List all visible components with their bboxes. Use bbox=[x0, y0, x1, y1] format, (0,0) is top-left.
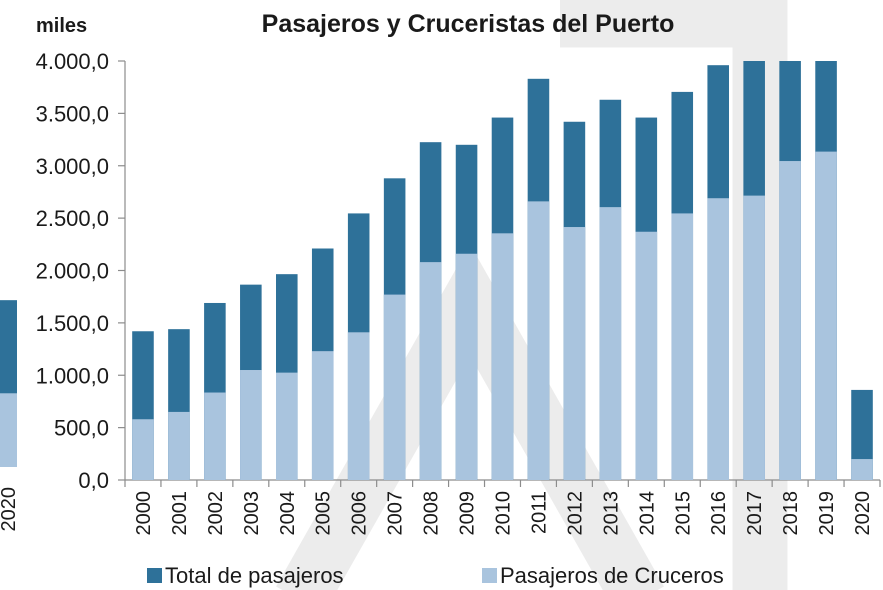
bar-total-2020 bbox=[851, 389, 873, 480]
bar-cruceros-2006 bbox=[347, 332, 370, 480]
bar-cruceros-2007 bbox=[383, 294, 406, 480]
bar-cruceros-2010 bbox=[491, 233, 514, 480]
x-tick-label: 2018 bbox=[780, 491, 802, 536]
x-tick-label: 2013 bbox=[600, 491, 622, 536]
bar-cruceros-2017 bbox=[743, 195, 765, 480]
chart-title: Pasajeros y Cruceristas del Puerto bbox=[262, 10, 675, 38]
x-tick-label: 2007 bbox=[385, 491, 407, 536]
partial-bar-cruceros bbox=[0, 393, 17, 467]
x-tick-label: 2015 bbox=[672, 491, 694, 536]
x-tick-label: 2011 bbox=[528, 491, 550, 534]
legend-swatch bbox=[147, 568, 162, 583]
x-tick-label: 2012 bbox=[564, 491, 586, 536]
x-tick-label: 2002 bbox=[205, 491, 227, 536]
y-tick-label: 3.000,0 bbox=[36, 154, 109, 179]
bar-cruceros-2009 bbox=[455, 253, 478, 480]
y-tick-label: 0,0 bbox=[78, 468, 109, 493]
y-tick-label: 500,0 bbox=[54, 416, 109, 441]
x-tick-label: 2020 bbox=[852, 491, 874, 536]
bar-cruceros-2003 bbox=[240, 370, 262, 480]
x-tick-label: 2017 bbox=[744, 491, 766, 536]
bar-cruceros-2020 bbox=[851, 459, 873, 480]
bar-cruceros-2014 bbox=[635, 231, 658, 480]
y-tick-label: 3.500,0 bbox=[36, 101, 109, 126]
bar-cruceros-2008 bbox=[419, 262, 442, 480]
bar-cruceros-2013 bbox=[599, 207, 622, 480]
y-unit-label: miles bbox=[36, 15, 87, 37]
legend-label: Pasajeros de Cruceros bbox=[500, 563, 724, 588]
partial-bar-label: 2020 bbox=[0, 487, 20, 532]
bar-cruceros-2001 bbox=[168, 411, 190, 480]
x-tick-label: 2000 bbox=[133, 491, 155, 536]
bar-cruceros-2011 bbox=[527, 201, 550, 481]
bar-cruceros-2018 bbox=[779, 161, 801, 480]
x-tick-label: 2010 bbox=[493, 491, 515, 536]
x-tick-label: 2016 bbox=[708, 491, 730, 536]
bar-cruceros-2016 bbox=[707, 198, 729, 480]
x-tick-label: 2005 bbox=[313, 491, 335, 536]
bar-cruceros-2019 bbox=[815, 151, 837, 480]
x-tick-label: 2003 bbox=[241, 491, 263, 536]
x-tick-label: 2019 bbox=[816, 491, 838, 536]
y-tick-label: 1.000,0 bbox=[36, 363, 109, 388]
bars bbox=[132, 61, 873, 481]
x-tick-label: 2001 bbox=[169, 491, 191, 536]
x-tick-label: 2008 bbox=[421, 491, 443, 536]
bar-cruceros-2004 bbox=[276, 372, 298, 480]
legend: Total de pasajeros Pasajeros de Cruceros bbox=[147, 563, 724, 588]
bar-cruceros-2015 bbox=[671, 213, 694, 480]
bar-cruceros-2002 bbox=[204, 392, 226, 480]
x-tick-label: 2006 bbox=[349, 491, 371, 536]
bar-cruceros-2012 bbox=[563, 227, 586, 480]
y-tick-labels: 0,0 500,0 1.000,0 1.500,0 2.000,0 2.500,0 3.00… bbox=[36, 49, 109, 493]
bar-cruceros-2000 bbox=[132, 419, 154, 480]
legend-swatch bbox=[482, 568, 497, 583]
x-tick-label: 2004 bbox=[277, 491, 299, 536]
y-tick-label: 1.500,0 bbox=[36, 311, 109, 336]
y-tick-label: 4.000,0 bbox=[36, 49, 109, 74]
x-tick-labels: 2000 2001 2002 2003 2004 2005 2006 2007 2008 2009… bbox=[133, 491, 874, 536]
legend-label: Total de pasajeros bbox=[165, 563, 344, 588]
bar-cruceros-2005 bbox=[311, 351, 334, 480]
partial-bar-group: 2020 bbox=[0, 300, 20, 532]
x-tick-label: 2014 bbox=[636, 491, 658, 536]
x-tick-label: 2009 bbox=[457, 491, 479, 536]
y-tick-label: 2.000,0 bbox=[36, 259, 109, 284]
y-tick-label: 2.500,0 bbox=[36, 206, 109, 231]
